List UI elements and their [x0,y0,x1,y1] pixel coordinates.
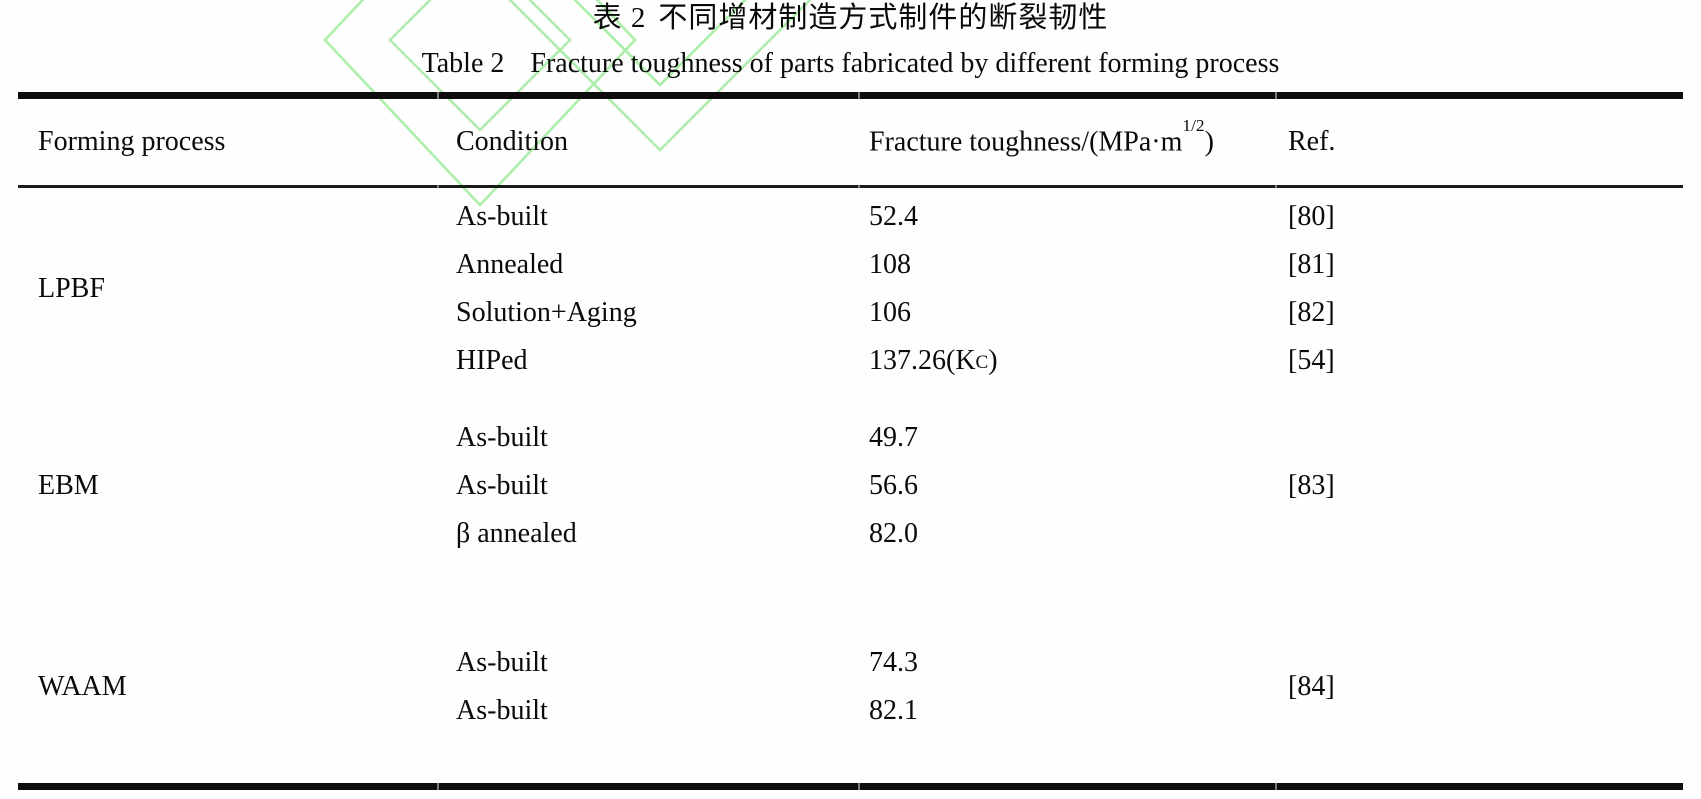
header-rule [18,185,1683,188]
condition-cell: β annealed [456,518,577,549]
column-header-forming-process: Forming process [38,126,226,157]
condition-cell: Solution+Aging [456,297,637,328]
condition-cell: As-built [456,647,548,678]
caption-en-text: Fracture toughness of parts fabricated b… [530,48,1280,79]
column-tick [858,185,860,188]
value-cell: 82.0 [869,518,918,549]
kc-subscript: C [975,352,989,374]
caption-zh-label: 表 2 [592,2,647,34]
condition-cell: Annealed [456,249,564,280]
caption-zh-text: 不同增材制造方式制件的断裂韧性 [658,2,1109,34]
condition-cell: As-built [456,201,548,232]
process-group-lpbf: LPBF As-built 52.4 [80] Annealed 108 [81… [0,193,1701,385]
ref-cell: [82] [1288,297,1335,328]
value-cell: 106 [869,297,911,328]
process-group-waam: WAAM As-built 74.3 As-built 82.1 [84] [0,639,1701,735]
column-header-fracture-toughness: Fracture toughness/(MPa·m1/2) [869,115,1214,158]
column-tick [858,92,860,99]
condition-cell: As-built [456,695,548,726]
column-tick [437,783,439,790]
group-ref-cell: [83] [1288,470,1335,501]
column-tick [858,783,860,790]
value-cell: 49.7 [869,422,918,453]
table-body: LPBF As-built 52.4 [80] Annealed 108 [81… [0,189,1701,735]
column-header-condition: Condition [456,126,569,157]
column-tick [1275,185,1277,188]
process-group-ebm: EBM As-built 49.7 As-built 56.6 β anneal… [0,414,1701,558]
caption-en-label: Table 2 [421,48,505,79]
value-cell: 137.26(K C) [869,345,998,376]
column-header-ref: Ref. [1288,126,1336,157]
table-bottom-rule [18,783,1683,790]
condition-cell: As-built [456,470,548,501]
process-cell: WAAM [38,671,127,702]
column-tick [437,92,439,99]
column-tick [1275,92,1277,99]
fracture-exponent: 1/2 [1182,115,1205,135]
condition-cell: HIPed [456,345,528,376]
value-cell: 108 [869,249,911,280]
value-cell: 74.3 [869,647,918,678]
process-cell: EBM [38,470,99,501]
column-tick [437,185,439,188]
value-cell: 56.6 [869,470,918,501]
table-top-rule [18,92,1683,99]
table-caption-zh: 表 2 不同增材制造方式制件的断裂韧性 [0,0,1701,36]
column-tick [1275,783,1277,790]
process-cell: LPBF [38,273,105,304]
group-ref-cell: [84] [1288,671,1335,702]
ref-cell: [54] [1288,345,1335,376]
table-header-row: Forming process Condition Fracture tough… [0,99,1701,185]
ref-cell: [80] [1288,201,1335,232]
value-cell: 82.1 [869,695,918,726]
ref-cell: [81] [1288,249,1335,280]
condition-cell: As-built [456,422,548,453]
table-caption-en: Table 2 Fracture toughness of parts fabri… [0,46,1701,82]
value-cell: 52.4 [869,201,918,232]
